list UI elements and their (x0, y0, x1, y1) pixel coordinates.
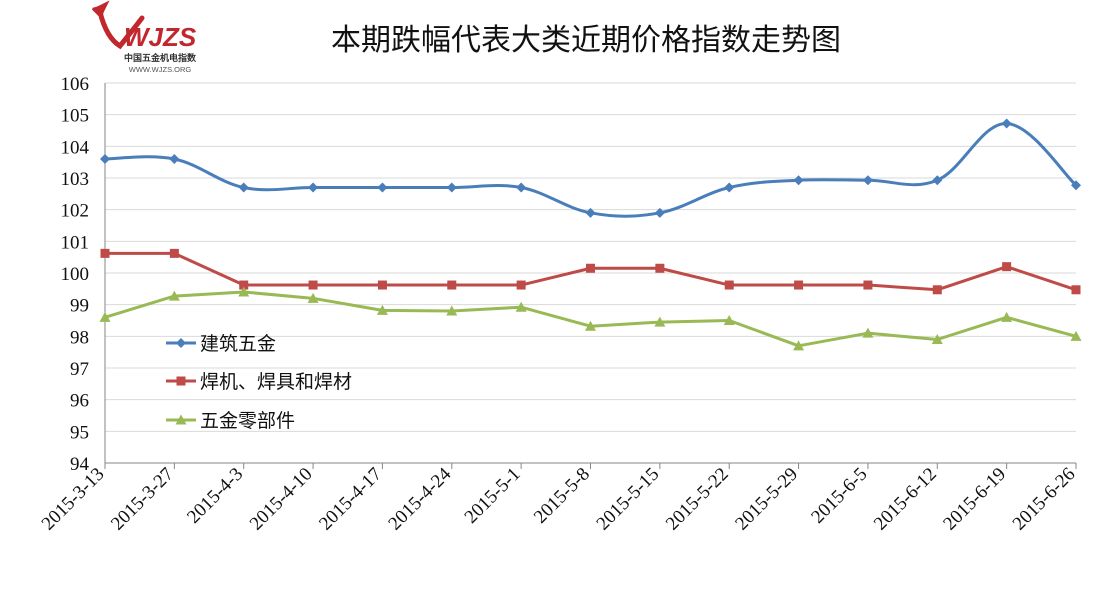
grid (105, 82, 1076, 432)
data-point (654, 316, 666, 327)
logo: WJZS 中国五金机电指数 WWW.WJZS.ORG (91, 0, 197, 74)
logo-arrow-icon (92, 4, 106, 18)
data-point (376, 304, 388, 315)
y-tick-label: 105 (61, 106, 90, 127)
data-point (515, 301, 527, 312)
data-point (654, 207, 665, 218)
data-point (794, 280, 804, 290)
series (99, 118, 1082, 351)
data-point (168, 290, 180, 301)
data-point (169, 248, 179, 258)
data-point (239, 280, 249, 290)
legend-marker (176, 376, 186, 386)
data-point (655, 263, 665, 273)
x-tick-label: 2015-4-24 (385, 463, 456, 534)
data-point (99, 311, 111, 322)
data-point (238, 286, 250, 297)
data-point (169, 154, 180, 164)
x-tick-label: 2015-3-27 (107, 464, 178, 535)
data-point (307, 292, 319, 303)
y-tick-label: 101 (61, 232, 90, 253)
data-point (308, 280, 318, 290)
data-point (724, 280, 734, 290)
data-point (1002, 262, 1012, 272)
data-point (932, 175, 943, 186)
y-tick-label: 103 (61, 169, 90, 190)
y-tick-label: 106 (61, 74, 90, 95)
y-tick-label: 99 (70, 296, 89, 317)
x-tick-label: 2015-5-29 (731, 464, 802, 535)
logo-url: WWW.WJZS.ORG (129, 65, 192, 74)
data-point (308, 182, 319, 193)
legend-label: 五金零部件 (200, 410, 295, 432)
series-line-1 (104, 122, 1078, 218)
data-point (447, 280, 457, 290)
data-point (586, 263, 595, 273)
logo-subtitle: 中国五金机电指数 (124, 52, 197, 64)
data-point (1001, 311, 1013, 322)
logo-mark: WJZS (124, 22, 197, 52)
data-point (377, 182, 388, 193)
data-point (446, 305, 458, 316)
data-point (863, 280, 873, 290)
y-tick-label: 96 (70, 391, 89, 412)
legend-label: 建筑五金 (200, 333, 276, 355)
data-point (723, 315, 735, 325)
data-point (724, 182, 735, 193)
data-point (516, 182, 527, 193)
legend-marker (176, 338, 186, 348)
x-tick-label: 2015-5-1 (461, 464, 525, 528)
data-point (377, 280, 387, 290)
data-point (516, 280, 526, 290)
data-point (100, 154, 110, 164)
x-tick-label: 2015-6-19 (939, 464, 1010, 535)
data-point (932, 285, 942, 295)
data-point (100, 248, 110, 258)
x-tick-label: 2015-6-12 (870, 464, 941, 535)
x-tick-label: 2015-4-17 (315, 464, 386, 535)
data-point (238, 182, 249, 193)
y-tick-label: 98 (70, 327, 89, 348)
data-point (1071, 285, 1081, 295)
data-point (1070, 330, 1082, 341)
y-tick-label: 104 (61, 137, 90, 158)
x-tick-label: 2015-4-3 (183, 464, 247, 528)
x-tick-label: 2015-5-22 (662, 464, 733, 535)
data-point (1001, 118, 1012, 129)
y-tick-label: 102 (61, 201, 90, 222)
data-point (793, 175, 804, 186)
x-tick-label: 2015-5-8 (530, 464, 594, 528)
data-point (585, 320, 596, 331)
x-tick-label: 2015-5-15 (593, 464, 664, 535)
legend-marker (175, 414, 187, 425)
data-point (862, 175, 873, 186)
x-tick-label: 2015-4-10 (246, 464, 317, 535)
data-point (862, 327, 874, 338)
x-tick-label: 2015-6-5 (807, 464, 871, 528)
legend-label: 焊机、焊具和焊材 (200, 371, 352, 393)
data-point (446, 182, 457, 193)
y-tick-label: 95 (70, 422, 89, 443)
data-point (1071, 180, 1081, 191)
y-tick-label: 97 (70, 359, 89, 380)
x-tick-label: 2015-6-26 (1009, 464, 1080, 535)
data-point (585, 207, 596, 218)
y-tick-label: 100 (61, 264, 90, 285)
data-point (931, 334, 943, 344)
chart-title: 本期跌幅代表大类近期价格指数走势图 (331, 23, 841, 58)
y-tick-label: 94 (70, 454, 90, 475)
data-point (793, 340, 805, 351)
